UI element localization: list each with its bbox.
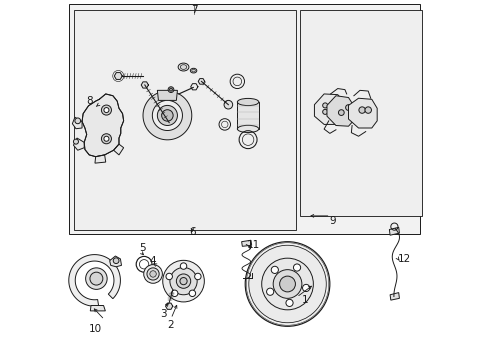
Circle shape	[273, 270, 301, 298]
Polygon shape	[69, 255, 120, 306]
Circle shape	[101, 105, 111, 115]
Text: 8: 8	[86, 96, 93, 106]
Circle shape	[279, 276, 295, 292]
Text: 4: 4	[149, 256, 156, 266]
Circle shape	[147, 268, 159, 280]
Circle shape	[149, 271, 156, 277]
Polygon shape	[114, 73, 122, 80]
Ellipse shape	[190, 68, 196, 73]
Circle shape	[266, 288, 273, 295]
Circle shape	[322, 103, 327, 108]
Ellipse shape	[191, 69, 195, 72]
Circle shape	[73, 139, 78, 144]
Circle shape	[364, 107, 371, 113]
Bar	[74, 10, 296, 230]
Polygon shape	[113, 144, 123, 155]
Circle shape	[90, 272, 102, 285]
Circle shape	[104, 108, 109, 113]
Polygon shape	[326, 96, 354, 126]
Ellipse shape	[180, 65, 186, 69]
Circle shape	[104, 136, 109, 141]
Circle shape	[248, 245, 325, 323]
Circle shape	[85, 268, 107, 289]
Circle shape	[180, 263, 186, 269]
Text: 2: 2	[167, 320, 174, 330]
Circle shape	[157, 105, 177, 126]
Text: 11: 11	[246, 239, 260, 249]
Polygon shape	[90, 306, 105, 311]
Text: 5: 5	[139, 243, 145, 253]
Polygon shape	[73, 138, 84, 150]
Circle shape	[165, 273, 172, 280]
Circle shape	[75, 118, 81, 124]
Bar	[300, 10, 421, 216]
Text: 3: 3	[160, 310, 167, 319]
Circle shape	[329, 103, 334, 108]
Circle shape	[261, 258, 313, 310]
Circle shape	[271, 266, 278, 274]
Circle shape	[285, 299, 292, 306]
Text: 1: 1	[302, 295, 308, 305]
Circle shape	[329, 109, 334, 114]
Circle shape	[322, 109, 327, 114]
Circle shape	[169, 88, 172, 91]
Polygon shape	[109, 256, 121, 267]
Polygon shape	[198, 78, 204, 84]
Circle shape	[180, 278, 187, 285]
Circle shape	[338, 110, 344, 116]
Text: 10: 10	[89, 324, 102, 334]
Polygon shape	[72, 117, 82, 129]
Polygon shape	[237, 102, 258, 129]
Circle shape	[293, 264, 300, 271]
Circle shape	[162, 110, 173, 121]
Polygon shape	[348, 98, 376, 128]
Polygon shape	[314, 94, 346, 125]
Text: 12: 12	[397, 254, 410, 264]
Circle shape	[224, 100, 232, 109]
Circle shape	[113, 258, 119, 264]
Circle shape	[358, 107, 365, 113]
Circle shape	[302, 284, 309, 292]
Text: 6: 6	[189, 227, 195, 237]
Circle shape	[345, 105, 351, 111]
Circle shape	[169, 267, 197, 295]
Circle shape	[168, 87, 174, 93]
Text: 7: 7	[191, 5, 197, 15]
Polygon shape	[142, 91, 191, 140]
Ellipse shape	[178, 63, 188, 71]
Polygon shape	[388, 227, 399, 235]
Polygon shape	[157, 90, 177, 100]
Circle shape	[163, 260, 204, 302]
Ellipse shape	[237, 98, 258, 105]
Circle shape	[171, 290, 178, 297]
Circle shape	[189, 290, 195, 297]
Polygon shape	[165, 303, 172, 309]
Circle shape	[143, 265, 162, 283]
Polygon shape	[82, 94, 123, 157]
Circle shape	[244, 242, 329, 326]
Polygon shape	[389, 293, 399, 300]
Polygon shape	[95, 155, 105, 163]
Circle shape	[176, 274, 190, 288]
Bar	[69, 4, 419, 234]
Text: 9: 9	[328, 216, 335, 226]
Polygon shape	[141, 82, 148, 88]
Polygon shape	[241, 240, 251, 246]
Circle shape	[101, 134, 111, 144]
Circle shape	[194, 273, 201, 280]
Ellipse shape	[237, 125, 258, 132]
